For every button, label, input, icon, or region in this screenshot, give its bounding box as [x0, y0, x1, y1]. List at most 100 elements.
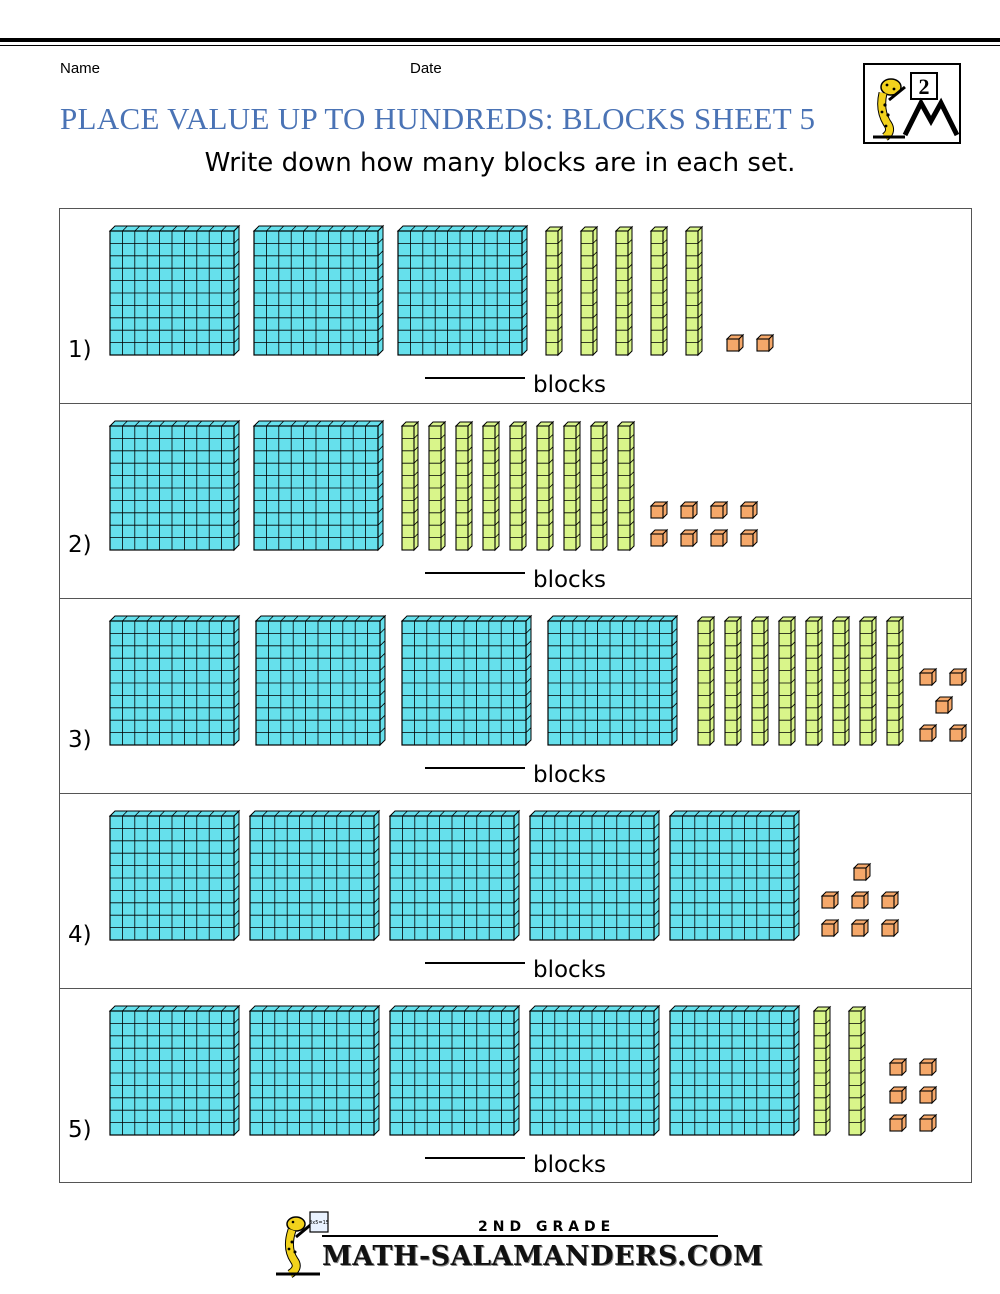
hundred-flat	[396, 224, 529, 357]
hundred-flat	[108, 614, 241, 747]
footer-logo: 3x5=15	[270, 1210, 730, 1280]
board-text: 3x5=15	[309, 1220, 329, 1226]
blocks-label: blocks	[533, 762, 607, 788]
ten-rod	[400, 420, 420, 552]
one-cube	[649, 528, 669, 548]
problem-number: 4)	[68, 922, 92, 948]
answer-blank[interactable]	[425, 572, 525, 574]
logo-number: 2	[919, 74, 930, 99]
hundred-flat	[528, 809, 661, 942]
hundred-flat	[668, 1004, 801, 1137]
ten-rod	[589, 420, 609, 552]
hundred-flat	[388, 809, 521, 942]
header-rule-thick	[0, 38, 1000, 42]
ten-rod	[723, 615, 743, 747]
hundred-flat	[252, 419, 385, 552]
hundred-flat	[668, 809, 801, 942]
hundred-flat	[528, 1004, 661, 1137]
hundred-flat	[248, 809, 381, 942]
hundred-flat	[400, 614, 533, 747]
problem-row: 5) blocks	[60, 989, 971, 1184]
one-cube	[948, 723, 968, 743]
base-ten-blocks	[108, 419, 759, 552]
hundred-flat	[108, 224, 241, 357]
instruction-text: Write down how many blocks are in each s…	[204, 148, 796, 178]
ten-rod	[535, 420, 555, 552]
one-cube	[918, 1057, 938, 1077]
grade-logo: 2	[863, 63, 961, 144]
ten-rod	[649, 225, 669, 357]
one-cube	[739, 500, 759, 520]
answer-blank[interactable]	[425, 377, 525, 379]
hundred-flat	[108, 809, 241, 942]
ten-rod	[858, 615, 878, 747]
one-cube	[709, 500, 729, 520]
ten-rod	[696, 615, 716, 747]
problem-number: 3)	[68, 727, 92, 753]
ten-rod	[804, 615, 824, 747]
answer-blank[interactable]	[425, 1157, 525, 1159]
one-cube	[739, 528, 759, 548]
one-cube	[880, 890, 900, 910]
salamander-footer-icon: 3x5=15	[276, 1211, 329, 1278]
one-cube	[679, 500, 699, 520]
ten-rod	[579, 225, 599, 357]
one-cube	[918, 1113, 938, 1133]
base-ten-blocks	[108, 809, 900, 942]
salamander-icon	[873, 78, 906, 141]
hundred-flat	[254, 614, 387, 747]
blocks-label: blocks	[533, 372, 607, 398]
one-cube	[918, 667, 938, 687]
one-cube	[852, 862, 872, 882]
one-cube	[918, 1085, 938, 1105]
one-cube	[934, 695, 954, 715]
ten-rod	[777, 615, 797, 747]
base-ten-blocks	[108, 224, 775, 357]
problem-number: 1)	[68, 337, 92, 363]
blocks-label: blocks	[533, 567, 607, 593]
footer-site-name: MATH-SALAMANDERS.COM	[322, 1241, 764, 1272]
hundred-flat	[248, 1004, 381, 1137]
name-label: Name	[60, 60, 101, 77]
answer-blank[interactable]	[425, 767, 525, 769]
ten-rod	[812, 1005, 832, 1137]
hundred-flat	[388, 1004, 521, 1137]
ten-rod	[684, 225, 704, 357]
one-cube	[850, 890, 870, 910]
ten-rod	[614, 225, 634, 357]
ten-rod	[454, 420, 474, 552]
ten-rod	[831, 615, 851, 747]
header-rule-thin	[0, 45, 1000, 46]
ten-rod	[616, 420, 636, 552]
hundred-flat	[108, 1004, 241, 1137]
base-ten-blocks	[108, 614, 968, 747]
problem-row: 4) blocks	[60, 794, 971, 989]
blocks-label: blocks	[533, 1152, 607, 1178]
hundred-flat	[108, 419, 241, 552]
answer-blank[interactable]	[425, 962, 525, 964]
one-cube	[888, 1085, 908, 1105]
ten-rod	[481, 420, 501, 552]
footer-rule	[322, 1235, 718, 1237]
problem-number: 2)	[68, 532, 92, 558]
ten-rod	[750, 615, 770, 747]
ten-rod	[427, 420, 447, 552]
problem-row: 2) blocks	[60, 404, 971, 599]
hundred-flat	[252, 224, 385, 357]
one-cube	[850, 918, 870, 938]
ten-rod	[508, 420, 528, 552]
one-cube	[820, 918, 840, 938]
hundred-flat	[546, 614, 679, 747]
worksheet-title: PLACE VALUE UP TO HUNDREDS: BLOCKS SHEET…	[60, 101, 816, 136]
one-cube	[918, 723, 938, 743]
date-label: Date	[410, 60, 442, 77]
base-ten-blocks	[108, 1004, 938, 1137]
one-cube	[880, 918, 900, 938]
ten-rod	[885, 615, 905, 747]
blocks-label: blocks	[533, 957, 607, 983]
problems-panel: 1) blocks 2) blocks 3) blocks 4) blocks 5) blocks	[59, 208, 972, 1183]
one-cube	[948, 667, 968, 687]
ten-rod	[562, 420, 582, 552]
one-cube	[725, 333, 745, 353]
problem-row: 1) blocks	[60, 209, 971, 404]
